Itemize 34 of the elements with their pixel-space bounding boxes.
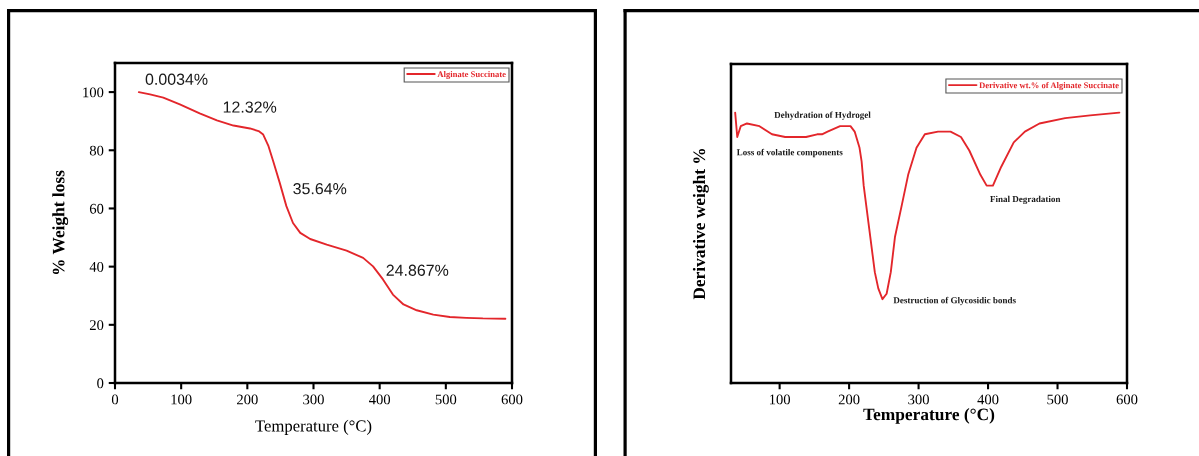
x-axis-title: Temperature (°C) [863, 408, 995, 424]
y-tick-label: 80 [89, 145, 104, 156]
annotation: Destruction of Glycosidic bonds [893, 296, 1016, 306]
x-tick-label: 300 [908, 394, 929, 405]
annotation: Final Degradation [990, 195, 1061, 205]
legend-label: Derivative wt.% of Alginate Succinate [979, 82, 1119, 90]
annotation: Loss of volatile components [736, 148, 843, 158]
legend-label: Alginate Succinate [437, 71, 506, 79]
x-tick-label: 100 [171, 394, 192, 405]
annotation: 12.32% [223, 101, 277, 113]
x-axis-title: Temperature (°C) [255, 419, 372, 435]
annotation: 24.867% [386, 264, 449, 276]
x-tick-label: 100 [769, 394, 791, 405]
y-tick-label: 60 [89, 203, 104, 214]
y-tick-label: 0 [97, 378, 104, 389]
x-tick-label: 400 [977, 394, 999, 405]
x-tick-label: 200 [838, 394, 860, 405]
x-tick-label: 300 [303, 394, 324, 405]
x-tick-label: 500 [435, 394, 457, 405]
x-tick-label: 400 [369, 394, 391, 405]
y-axis-title: % Weight loss [52, 170, 69, 275]
x-tick-label: 600 [501, 394, 523, 405]
y-axis-title: Derivative weight % [692, 148, 709, 300]
line-series [137, 91, 507, 320]
x-tick-label: 600 [1116, 394, 1138, 405]
annotation: 35.64% [293, 183, 347, 195]
x-tick-label: 0 [111, 394, 119, 405]
x-tick-label: 200 [237, 394, 258, 405]
annotation: Dehydration of Hydrogel [774, 111, 871, 120]
annotation: 0.0034% [145, 73, 208, 85]
x-tick-label: 500 [1047, 394, 1068, 405]
y-tick-label: 20 [89, 320, 104, 331]
y-tick-label: 100 [83, 87, 104, 98]
y-tick-label: 40 [89, 262, 104, 272]
